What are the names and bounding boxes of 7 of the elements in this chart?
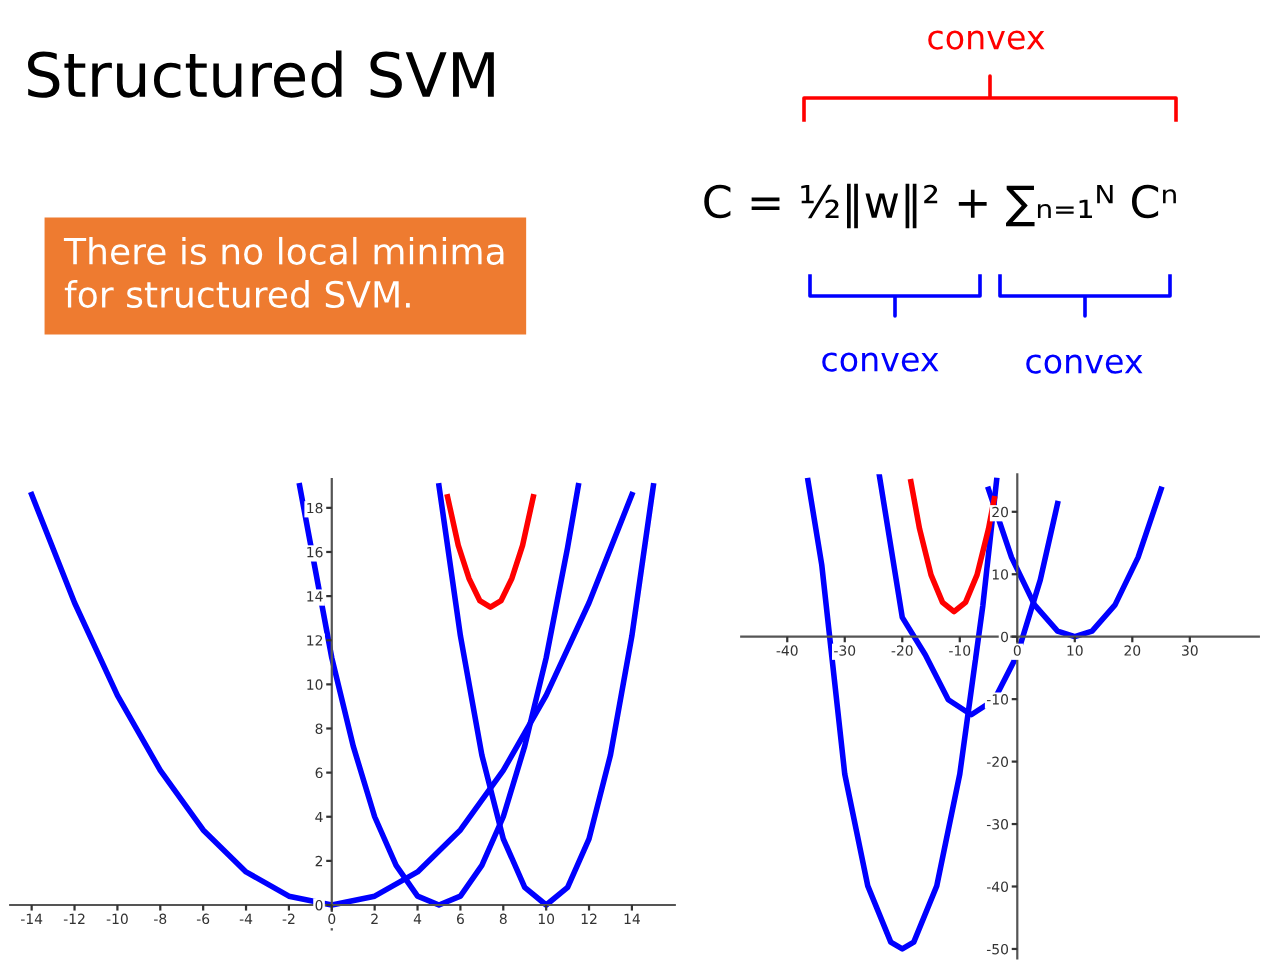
text: C = ½‖w‖² + ∑ₙ₌₁ᴺ Cⁿ xyxy=(704,183,1176,229)
text: There is no local minima for structured SVM. xyxy=(63,236,504,309)
chart-title: Structured SVM xyxy=(28,50,494,98)
line-series xyxy=(444,494,537,610)
text: convex xyxy=(822,352,939,372)
text: convex xyxy=(1026,354,1143,374)
text: convex xyxy=(928,30,1045,50)
